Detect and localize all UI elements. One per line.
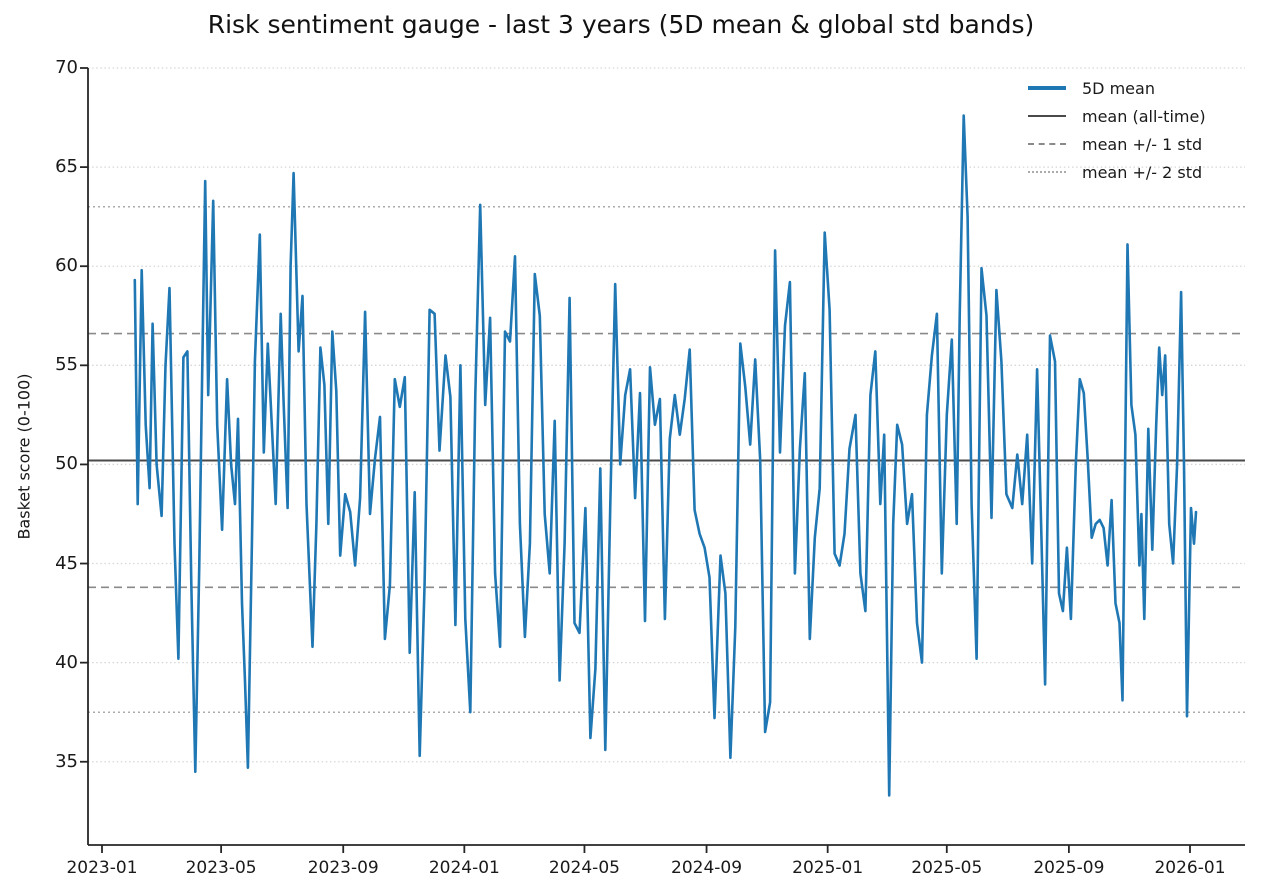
- legend-label: mean +/- 1 std: [1082, 134, 1203, 154]
- y-tick-label: 35: [55, 750, 78, 772]
- x-tick-label: 2026-01: [1154, 858, 1226, 878]
- chart-legend: 5D mean mean (all-time) mean +/- 1 std m…: [1028, 74, 1206, 186]
- y-tick-label: 60: [55, 255, 78, 277]
- series-line-5d-mean: [133, 114, 1198, 797]
- y-tick-label: 70: [55, 57, 78, 78]
- y-tick-label: 50: [55, 453, 78, 475]
- legend-item-mean-alltime: mean (all-time): [1028, 102, 1206, 130]
- x-tick-label: 2025-09: [1033, 858, 1105, 878]
- y-tick-label: 65: [55, 156, 78, 178]
- legend-item-mean-1std: mean +/- 1 std: [1028, 130, 1206, 158]
- x-tick-label: 2023-01: [66, 858, 138, 878]
- legend-label: mean +/- 2 std: [1082, 162, 1203, 182]
- legend-item-mean-2std: mean +/- 2 std: [1028, 158, 1206, 186]
- legend-item-5d-mean: 5D mean: [1028, 74, 1206, 102]
- legend-line-sample-series: [1028, 86, 1066, 90]
- y-tick-label: 55: [55, 354, 78, 376]
- x-tick-label: 2024-01: [428, 858, 500, 878]
- legend-label: 5D mean: [1082, 78, 1155, 98]
- chart-title: Risk sentiment gauge - last 3 years (5D …: [207, 10, 1035, 39]
- y-tick-label: 40: [55, 651, 78, 673]
- legend-label: mean (all-time): [1082, 106, 1206, 126]
- x-tick-label: 2025-01: [792, 858, 864, 878]
- x-tick-label: 2025-05: [911, 858, 983, 878]
- x-tick-label: 2024-09: [671, 858, 743, 878]
- legend-line-sample-1std: [1028, 143, 1066, 145]
- y-tick-label: 45: [55, 552, 78, 574]
- x-tick-label: 2023-09: [307, 858, 379, 878]
- x-tick-label: 2024-05: [548, 858, 620, 878]
- legend-line-sample-2std: [1028, 171, 1066, 173]
- legend-line-sample-mean: [1028, 115, 1066, 117]
- x-tick-label: 2023-05: [185, 858, 257, 878]
